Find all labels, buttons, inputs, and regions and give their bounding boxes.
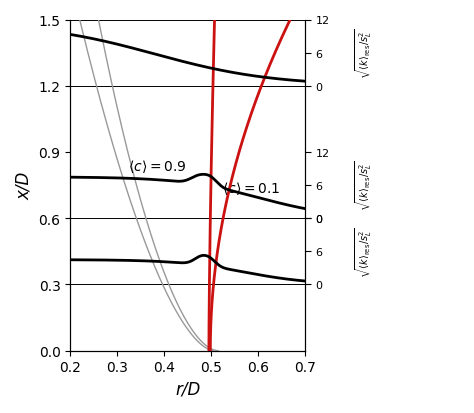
X-axis label: r/D: r/D [175, 380, 201, 398]
Text: $\sqrt{\langle k \rangle_{\rm res}/s_L^2}$: $\sqrt{\langle k \rangle_{\rm res}/s_L^2… [354, 28, 374, 79]
Text: $\sqrt{\langle k \rangle_{\rm res}/s_L^2}$: $\sqrt{\langle k \rangle_{\rm res}/s_L^2… [354, 160, 374, 211]
Text: $\langle c \rangle = 0.1$: $\langle c \rangle = 0.1$ [222, 179, 280, 196]
Y-axis label: x/D: x/D [15, 171, 33, 200]
Text: $\sqrt{\langle k \rangle_{\rm res}/s_L^2}$: $\sqrt{\langle k \rangle_{\rm res}/s_L^2… [354, 226, 374, 277]
Text: $\langle c \rangle = 0.9$: $\langle c \rangle = 0.9$ [128, 157, 186, 174]
